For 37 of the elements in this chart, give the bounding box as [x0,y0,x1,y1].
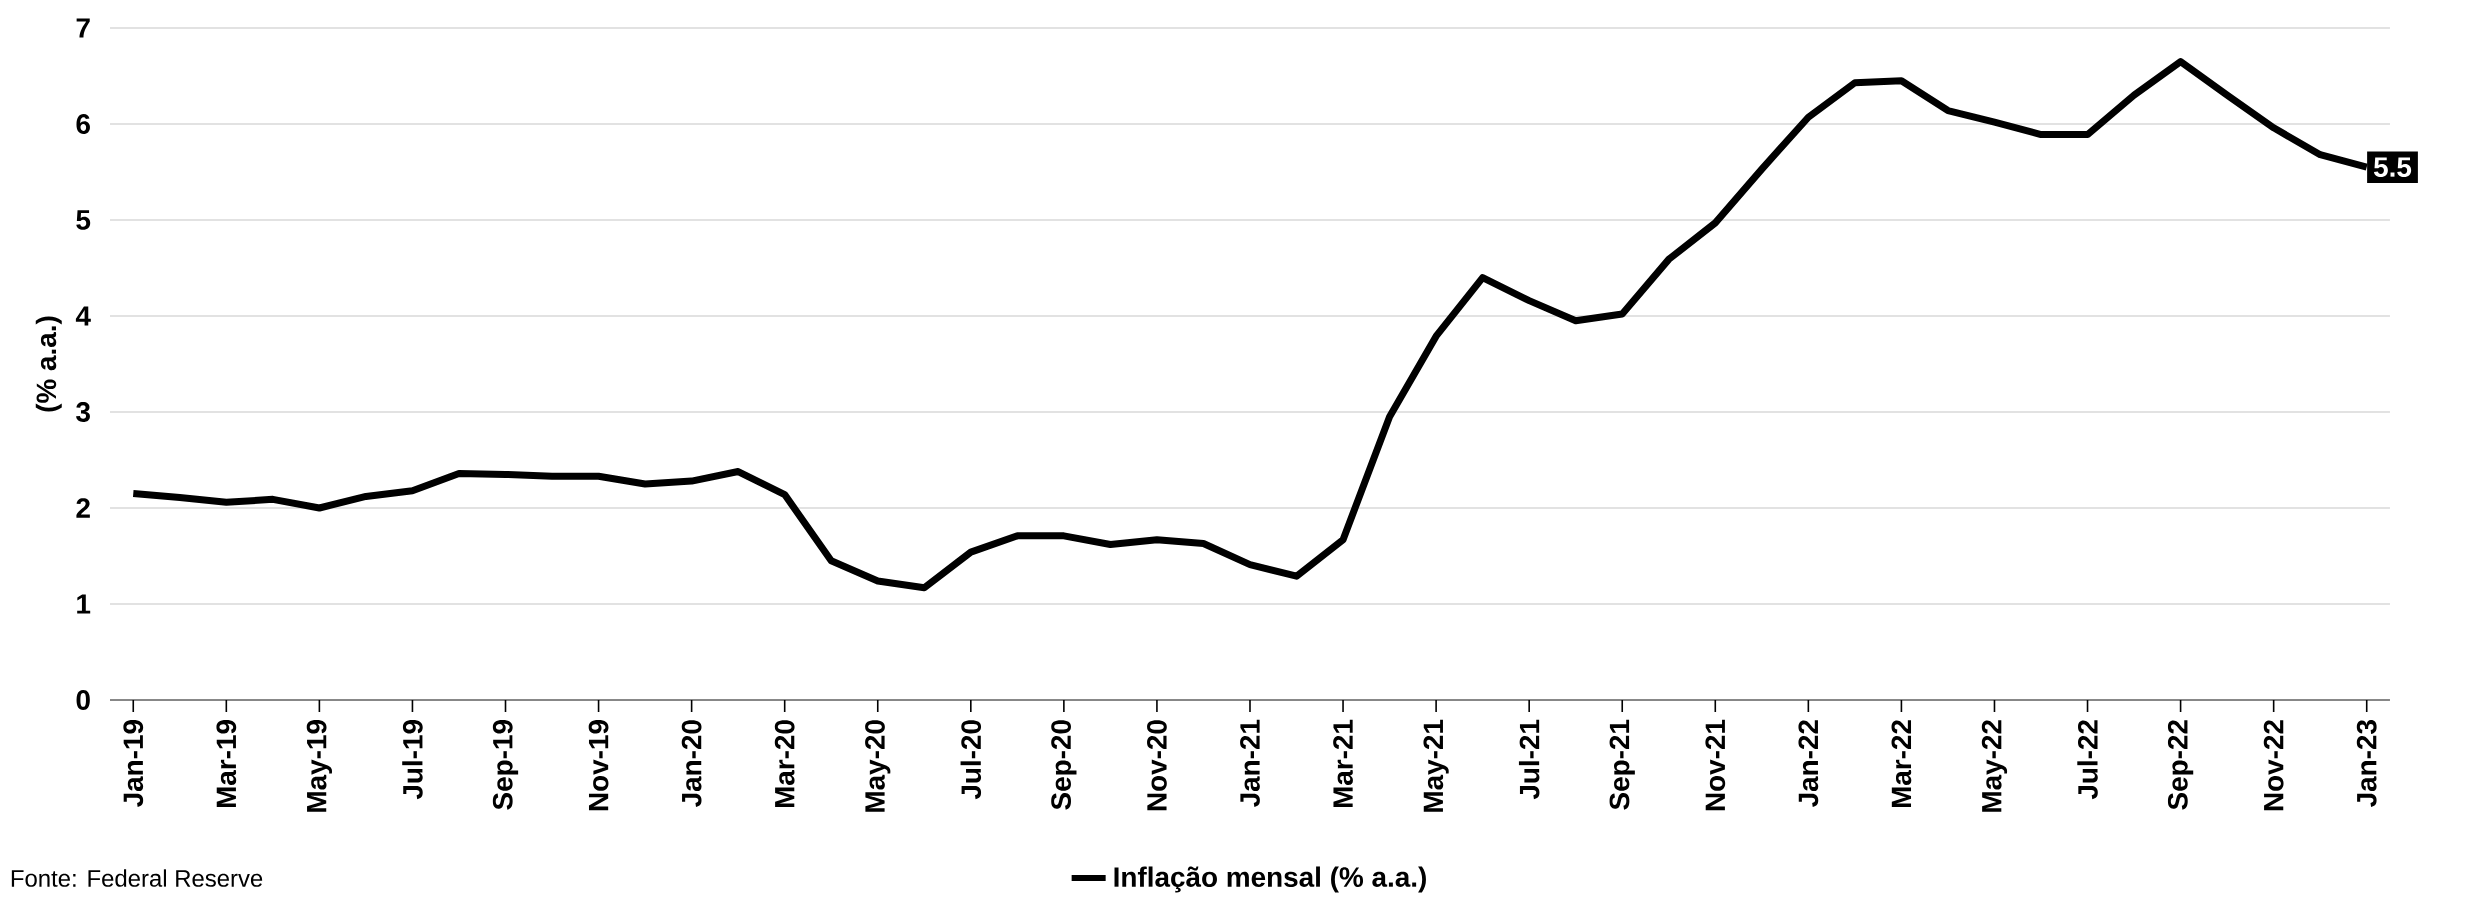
x-tick-label: Jan-23 [2356,720,2377,807]
y-tick-label: 3 [76,402,90,422]
x-tick-label: Sep-22 [2167,720,2194,810]
y-tick-label: 0 [76,690,90,710]
x-tick-label: Jul-20 [960,720,982,800]
y-tick-label: 4 [75,306,91,326]
y-axis-title: (% a.a.) [35,316,62,412]
data-label: 5.5 [2373,157,2412,177]
x-tick-label: Nov-22 [2263,720,2284,811]
x-tick-label: May-22 [1981,720,2008,812]
x-tick-label: Mar-19 [216,720,237,808]
source-note: Fonte: Federal Reserve [11,869,263,887]
x-tick-label: Nov-20 [1147,720,1167,811]
x-tick-label: May-20 [865,720,891,812]
x-tick-label: Jan-22 [1798,720,1819,807]
x-tick-label: Sep-21 [1609,719,1635,810]
y-tick-label: 5 [76,210,91,230]
x-tick-label: Jul-22 [2077,720,2098,800]
x-tick-label: Sep-19 [492,720,519,810]
x-tick-label: Mar-20 [774,720,795,808]
x-tick-label: Nov-19 [588,720,609,811]
x-tick-label: Jul-19 [402,720,423,800]
y-tick-label: 7 [76,18,90,38]
x-tick-label: Nov-21 [1705,719,1726,811]
x-tick-label: Mar-21 [1333,719,1353,808]
x-tick-label: May-21 [1423,719,1449,812]
x-tick-label: Jan-19 [123,720,144,807]
x-tick-label: Jul-21 [1518,719,1540,800]
x-tick-label: Jan-21 [1240,719,1260,807]
x-tick-label: Sep-20 [1051,720,1077,810]
y-tick-label: 2 [76,498,90,518]
x-tick-label: May-19 [306,720,333,812]
x-tick-label: Mar-22 [1891,720,1912,808]
y-tick-label: 6 [76,114,90,134]
legend-label: Inflação mensal (% a.a.) [1114,866,1426,893]
y-tick-label: 1 [77,594,91,614]
x-tick-label: Jan-20 [681,720,702,807]
